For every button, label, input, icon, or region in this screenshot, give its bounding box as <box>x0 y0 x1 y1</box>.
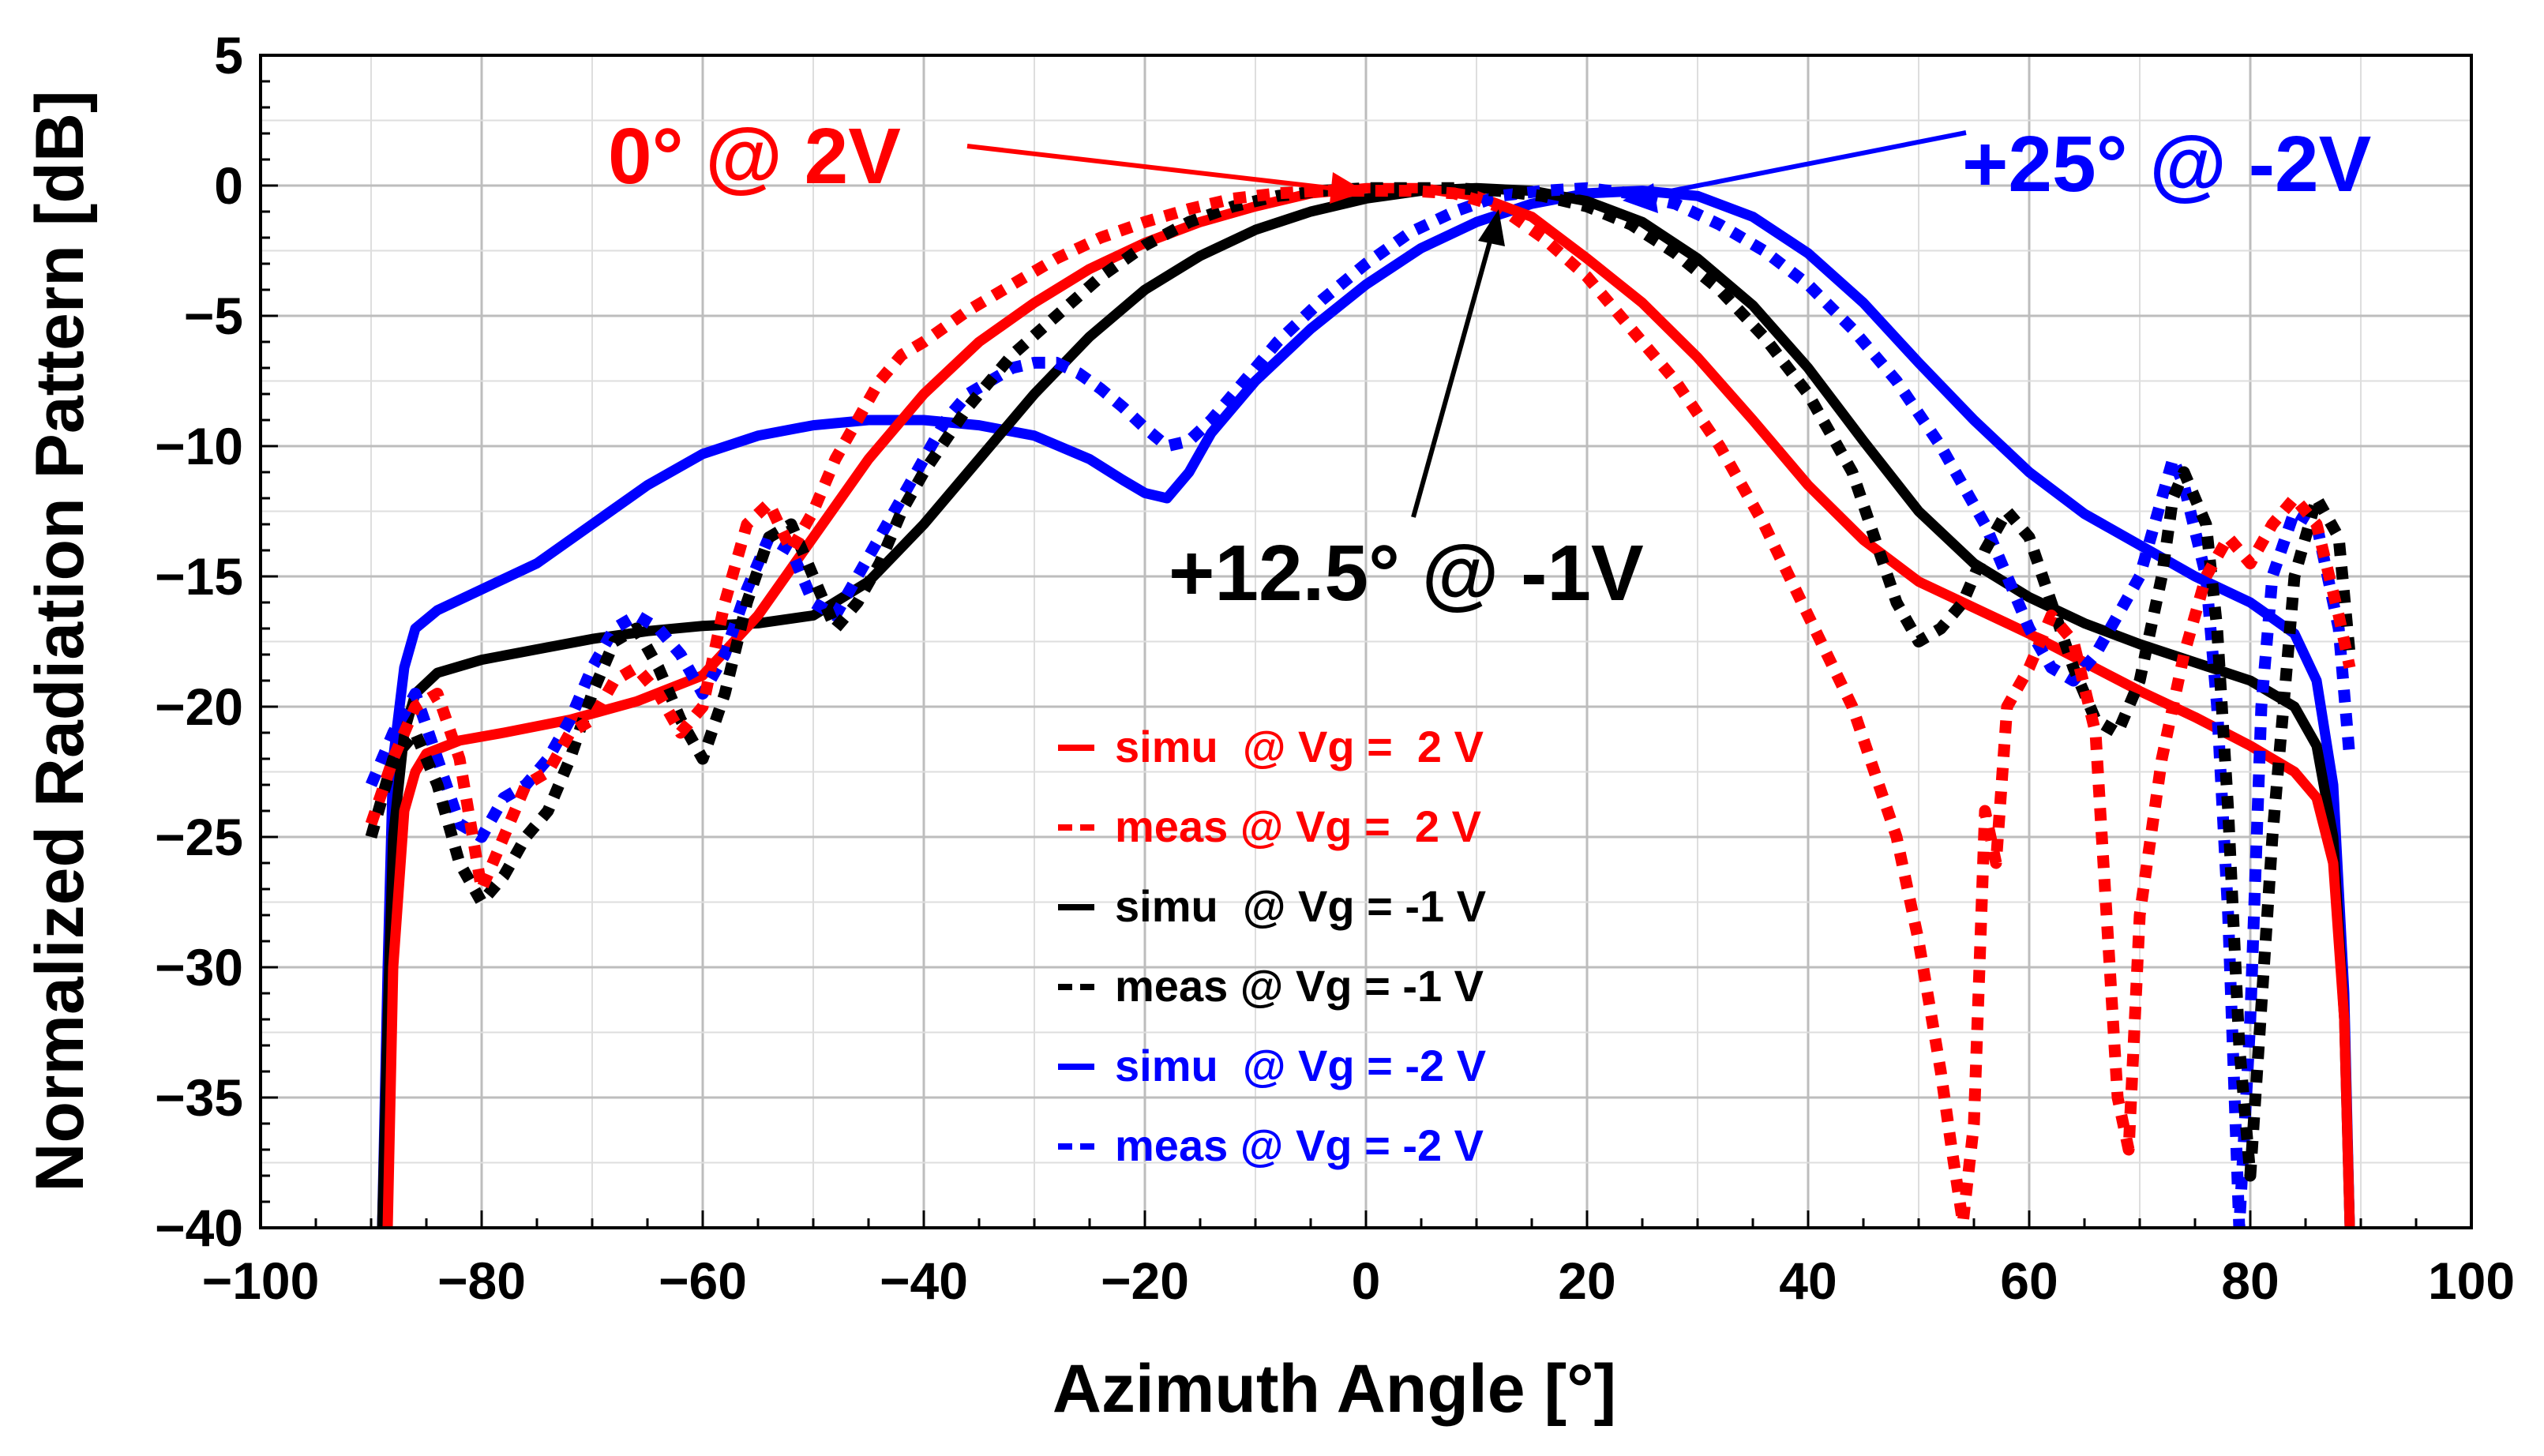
annotation-12p5deg-m1v-label: +12.5° @ -1V <box>1169 529 1644 617</box>
x-tick-label: 60 <box>2000 1251 2058 1310</box>
x-tick-label: −80 <box>437 1251 526 1310</box>
series-layer <box>365 182 2356 1228</box>
annotation-12p5deg-m1v-arrow <box>1411 232 1495 518</box>
y-tick-label: −35 <box>155 1068 243 1127</box>
y-axis-title: Normalized Radiation Pattern [dB] <box>22 90 98 1191</box>
series-line-meas-5 <box>366 182 2356 1228</box>
annotation-0deg-2v-arrowhead <box>1330 172 1366 204</box>
x-tick-label: −40 <box>880 1251 968 1310</box>
annotation-25deg-m2v-arrow <box>1645 130 1967 198</box>
y-tick-labels: 5 0 −5 −10 −15 −20 −25 −30 −35 −40 <box>155 26 243 1257</box>
y-tick-label: −25 <box>155 808 243 866</box>
legend-label-4: simu @ Vg = -2 V <box>1115 1041 1486 1090</box>
x-axis-title: Azimuth Angle [°] <box>1052 1351 1616 1427</box>
legend: simu @ Vg = 2 V meas @ Vg = 2 V simu @ Vg … <box>1058 722 1486 1170</box>
y-tick-label: 0 <box>214 156 243 215</box>
plot-frame <box>259 54 2473 1229</box>
legend-label-2: simu @ Vg = -1 V <box>1115 881 1486 931</box>
annotation-25deg-m2v-arrowhead <box>1623 183 1658 213</box>
annotation-12p5deg-m1v-arrowhead <box>1478 209 1505 246</box>
annotation-0deg-2v: 0° @ 2V <box>608 112 1366 204</box>
y-tick-label: −20 <box>155 677 243 736</box>
x-tick-labels: −100 −80 −60 −40 −20 0 20 40 60 80 100 <box>202 1251 2515 1310</box>
y-tick-label: −15 <box>155 547 243 606</box>
x-tick-label: 40 <box>1779 1251 1837 1310</box>
y-tick-label: −30 <box>155 938 243 996</box>
legend-label-5: meas @ Vg = -2 V <box>1115 1120 1484 1170</box>
annotations: 0° @ 2V +25° @ -2V +12.5° @ -1V <box>608 112 2372 617</box>
y-tick-label: −40 <box>155 1199 243 1257</box>
legend-label-3: meas @ Vg = -1 V <box>1115 961 1484 1011</box>
x-tick-label: 20 <box>1558 1251 1615 1310</box>
x-tick-label: −20 <box>1101 1251 1189 1310</box>
y-tick-label: 5 <box>214 26 243 84</box>
annotation-0deg-2v-arrow <box>966 144 1343 192</box>
x-tick-label: 100 <box>2428 1251 2515 1310</box>
series-line-meas-1 <box>365 185 2356 1228</box>
annotation-25deg-m2v-label: +25° @ -2V <box>1962 120 2372 208</box>
x-tick-label: −60 <box>659 1251 747 1310</box>
series-line-simu-2 <box>377 182 2355 1228</box>
x-tick-label: −100 <box>202 1251 320 1310</box>
y-tick-label: −5 <box>184 287 243 345</box>
annotation-25deg-m2v: +25° @ -2V <box>1623 120 2372 213</box>
x-tick-label: 0 <box>1352 1251 1381 1310</box>
legend-label-1: meas @ Vg = 2 V <box>1115 801 1481 851</box>
y-tick-label: −10 <box>155 417 243 475</box>
annotation-12p5deg-m1v: +12.5° @ -1V <box>1169 209 1644 617</box>
annotation-0deg-2v-label: 0° @ 2V <box>608 112 901 201</box>
x-tick-label: 80 <box>2221 1251 2279 1310</box>
series-line-simu-4 <box>377 186 2355 1228</box>
series-line-meas-3 <box>365 182 2356 1182</box>
legend-label-0: simu @ Vg = 2 V <box>1115 722 1484 771</box>
